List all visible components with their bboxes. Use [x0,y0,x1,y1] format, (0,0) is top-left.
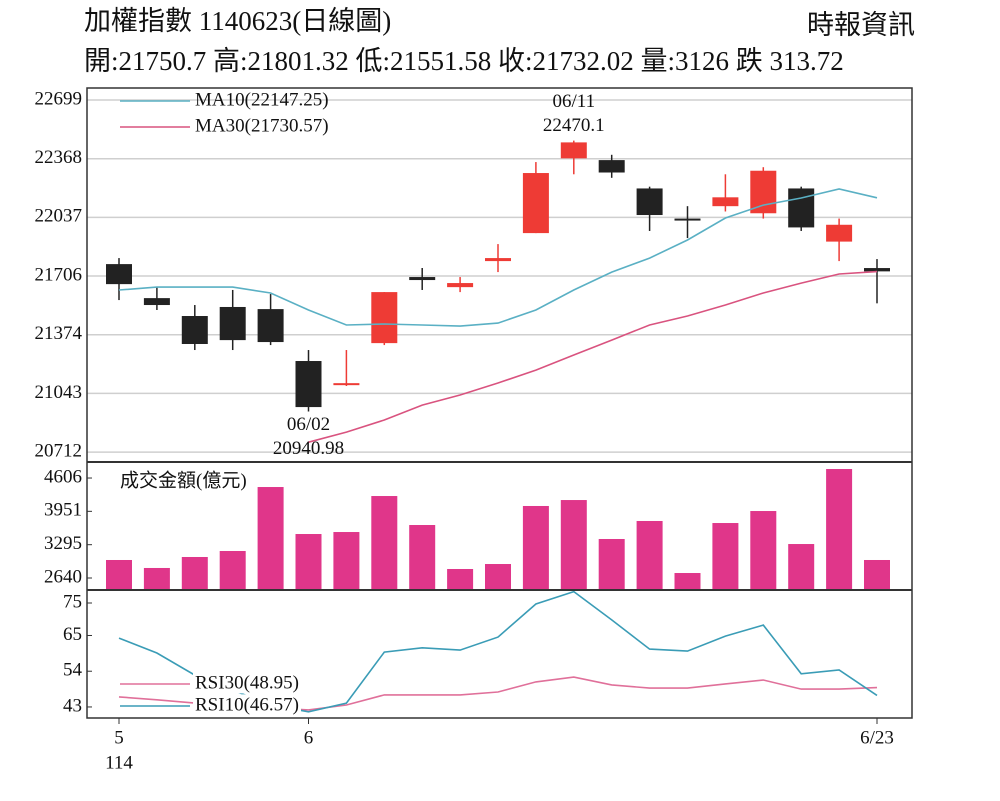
x-tick-label: 5 [114,727,124,748]
candle-body [257,309,284,343]
bar [788,544,815,590]
bar [826,469,853,590]
legend-label: RSI30(48.95) [195,672,299,693]
source: 時報資訊 [807,10,915,40]
annotation-value: 20940.98 [273,438,344,459]
bar [636,520,663,590]
candle-body [106,264,132,285]
legend-label: MA10(22147.25) [195,89,329,110]
bar [257,487,284,590]
series-line [118,188,878,327]
bar [485,564,511,590]
candle-body [864,268,890,272]
candle-body [674,218,701,221]
candle-body [447,283,474,288]
bar [712,523,739,590]
legend [193,672,301,716]
candle-body [636,188,663,216]
series-line [308,270,878,443]
bar [143,567,170,590]
annotation-date: 06/02 [287,414,330,435]
bar [674,573,701,590]
bar [219,550,246,590]
y-tick-label: 75 [63,591,82,612]
x-tick-label: 6/23 [860,727,894,748]
y-tick-label: 4606 [44,466,82,487]
bar [750,511,777,590]
x-year-label: 114 [105,752,133,773]
candle-body [219,306,246,341]
bar [181,556,208,590]
y-tick-label: 65 [63,624,82,645]
bar [560,500,587,590]
candle-body [522,173,549,234]
y-tick-label: 21706 [35,264,83,285]
y-tick-label: 21374 [35,323,83,344]
plots: 20712 21043 21374 21706 22037 22368 22699 MA10(… [35,88,912,773]
y-tick-label: 2640 [44,566,82,587]
candle-body [712,197,739,207]
bar [106,559,132,590]
panel-title: 成交金額(億元) [120,469,247,491]
y-tick-label: 43 [63,695,82,716]
candle-body [371,292,398,344]
bar [598,538,625,590]
candle-body [333,383,360,386]
x-tick-label: 6 [304,727,314,748]
y-tick-label: 21043 [35,382,83,403]
chart-title: 加權指數 1140623(日線圖) [84,6,391,36]
candle-body [409,277,436,281]
legend-label: RSI10(46.57) [195,694,299,715]
candle-body [485,258,511,262]
candle-body [295,361,322,408]
legend-label: MA30(21730.57) [195,115,329,136]
y-tick-label: 3951 [44,500,82,521]
legend-bg [193,694,301,716]
candle-body [750,170,777,214]
y-tick-label: 22699 [35,88,83,109]
bar [371,496,398,590]
candle-body [788,188,815,228]
annotation-value: 22470.1 [543,115,605,136]
candle-body [826,224,853,242]
legend-bg [193,672,301,694]
bar [409,525,436,590]
bar [295,534,322,590]
y-tick-label: 3295 [44,533,82,554]
bar [333,532,360,590]
annotation-date: 06/11 [553,91,596,112]
bar [864,559,890,590]
bar [447,568,474,590]
y-tick-label: 22037 [35,206,83,227]
candle-body [598,160,625,173]
y-tick-label: 20712 [35,440,83,461]
candle-body [143,298,170,306]
candle-body [560,142,587,159]
y-tick-label: 54 [63,660,83,681]
summary: 開:21750.7 高:21801.32 低:21551.58 收:21732.… [84,46,844,76]
frame [86,87,913,719]
y-tick-label: 22368 [35,147,83,168]
bar [522,505,549,590]
candle-body [181,316,208,345]
